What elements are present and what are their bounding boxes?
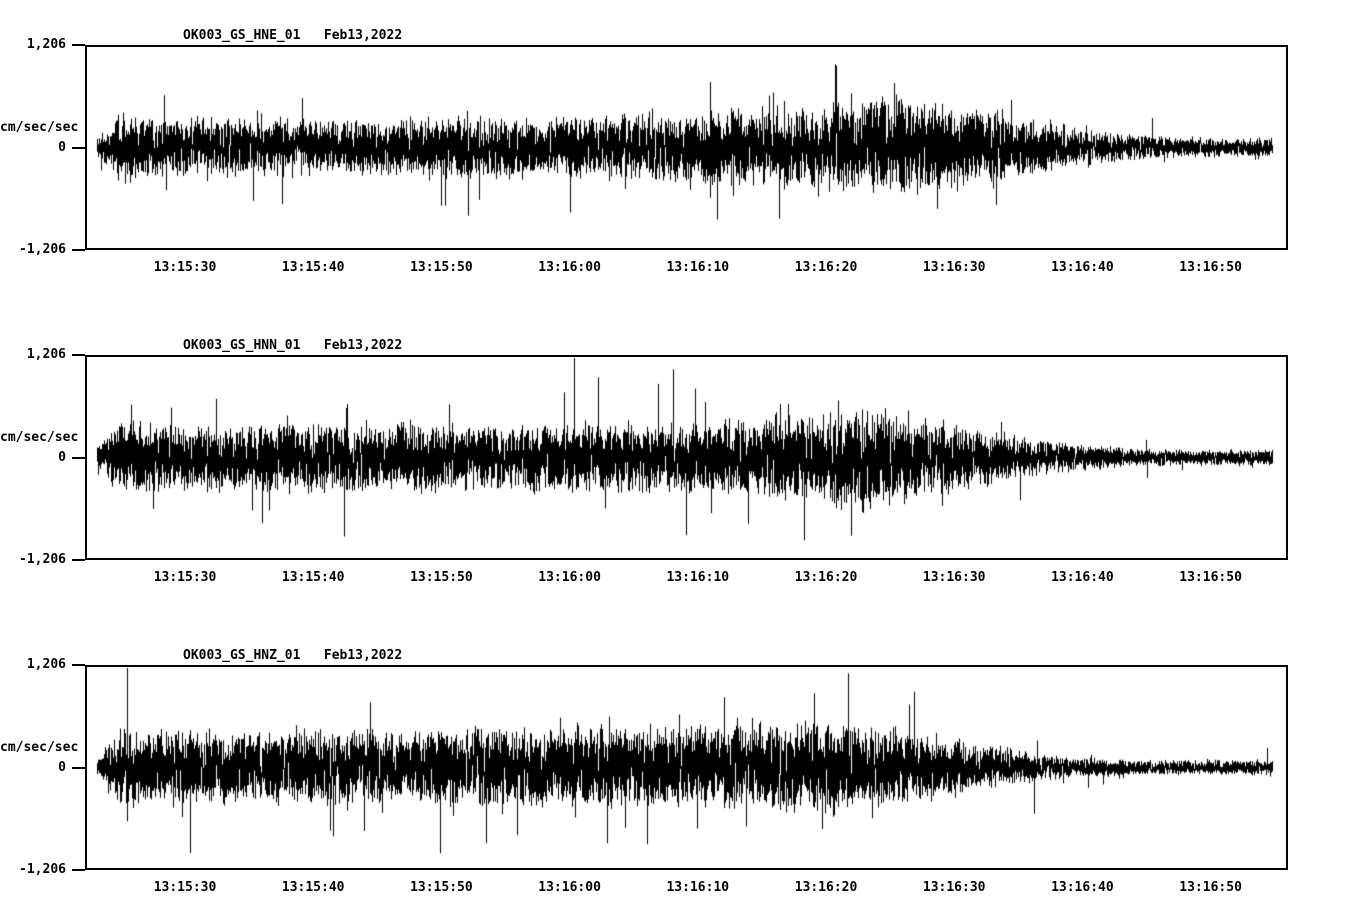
x-axis-tick-label: 13:16:40 <box>1051 880 1114 895</box>
y-axis-tick-yzero <box>72 766 85 769</box>
x-axis-tick-label: 13:15:50 <box>410 880 473 895</box>
x-axis-tick-label: 13:16:10 <box>666 260 730 275</box>
x-axis-tick-label: 13:16:00 <box>538 880 601 895</box>
y-axis-max-label: 1,206 <box>26 657 66 672</box>
waveform-trace <box>87 47 1286 248</box>
y-axis-zero-label: 0 <box>58 449 66 465</box>
x-axis-tick-label: 13:16:00 <box>538 570 601 585</box>
y-axis-tick-ymin <box>72 559 85 561</box>
y-axis-max-label: 1,206 <box>26 347 66 362</box>
panel-title: OK003_GS_HNN_01 Feb13,2022 <box>183 338 403 353</box>
x-axis-tick-label: 13:16:40 <box>1051 260 1114 275</box>
y-axis-unit-label: cm/sec/sec <box>0 429 79 445</box>
x-axis-tick-label: 13:16:30 <box>922 260 986 275</box>
plot-frame <box>85 45 1288 250</box>
y-axis-tick-ymin <box>72 869 85 871</box>
x-axis-tick-label: 13:15:50 <box>410 260 473 275</box>
x-axis-tick-label: 13:16:00 <box>538 260 601 275</box>
x-axis-tick-label: 13:15:30 <box>153 260 217 275</box>
y-axis-tick-ymax <box>72 664 85 666</box>
x-axis-tick-label: 13:16:10 <box>666 880 730 895</box>
waveform-trace <box>87 667 1286 868</box>
panel-title: OK003_GS_HNZ_01 Feb13,2022 <box>183 648 403 663</box>
panel-title: OK003_GS_HNE_01 Feb13,2022 <box>183 28 403 43</box>
x-axis-tick-label: 13:16:20 <box>794 880 858 895</box>
y-axis-min-label: -1,206 <box>19 242 66 257</box>
x-axis-tick-label: 13:15:30 <box>153 880 217 895</box>
y-axis-unit-label: cm/sec/sec <box>0 739 79 755</box>
x-axis-tick-label: 13:15:40 <box>281 570 345 585</box>
y-axis-zero-label: 0 <box>58 139 66 155</box>
x-axis-tick-label: 13:16:10 <box>666 570 730 585</box>
x-axis-tick-label: 13:16:20 <box>794 260 858 275</box>
y-axis-tick-ymax <box>72 44 85 46</box>
y-axis-tick-ymin <box>72 249 85 251</box>
plot-frame <box>85 355 1288 560</box>
x-axis-tick-label: 13:16:50 <box>1179 570 1242 585</box>
y-axis-max-label: 1,206 <box>26 37 66 52</box>
x-axis-tick-label: 13:15:50 <box>410 570 473 585</box>
x-axis-tick-label: 13:16:30 <box>922 880 986 895</box>
x-axis-tick-label: 13:16:50 <box>1179 260 1242 275</box>
y-axis-zero-label: 0 <box>58 759 66 775</box>
y-axis-unit-label: cm/sec/sec <box>0 119 79 135</box>
y-axis-tick-ymax <box>72 354 85 356</box>
x-axis-tick-label: 13:16:40 <box>1051 570 1114 585</box>
y-axis-tick-yzero <box>72 146 85 149</box>
x-axis-tick-label: 13:16:20 <box>794 570 858 585</box>
x-axis-tick-label: 13:16:50 <box>1179 880 1242 895</box>
x-axis-tick-label: 13:16:30 <box>922 570 986 585</box>
y-axis-tick-yzero <box>72 456 85 459</box>
waveform-trace <box>87 357 1286 558</box>
y-axis-min-label: -1,206 <box>19 862 66 877</box>
x-axis-tick-label: 13:15:40 <box>281 880 345 895</box>
plot-frame <box>85 665 1288 870</box>
x-axis-tick-label: 13:15:40 <box>281 260 345 275</box>
x-axis-tick-label: 13:15:30 <box>153 570 217 585</box>
y-axis-min-label: -1,206 <box>19 552 66 567</box>
